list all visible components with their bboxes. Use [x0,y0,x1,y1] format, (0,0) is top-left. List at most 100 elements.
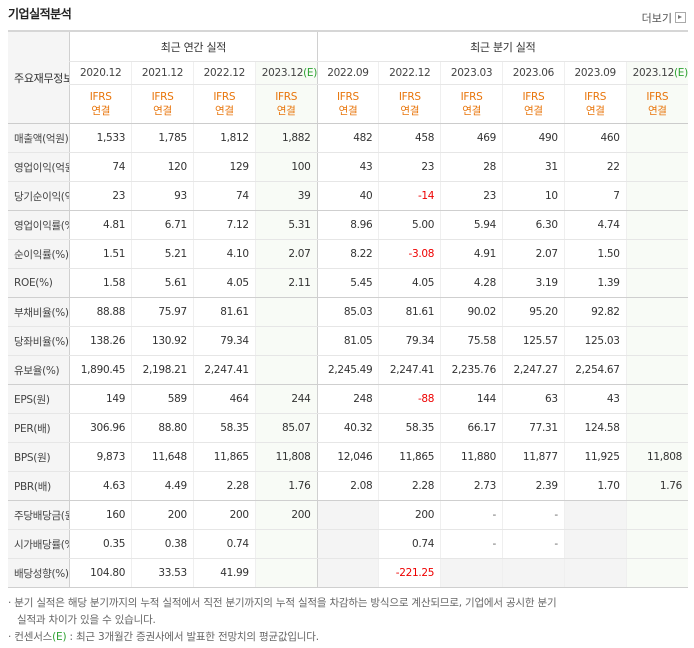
standard-header: IFRS 연결 [192,84,256,124]
cell: 95.20 [502,297,565,327]
group-header: 최근 분기 실적 [316,30,688,62]
cell: 5.21 [131,239,194,269]
cell: 2.07 [254,239,318,269]
table-row: 유보율(%) 1,890.45 2,198.21 2,247.41 2,245.49 2,… [8,355,688,385]
cell: 9,873 [69,442,132,472]
cell: 88.88 [69,297,132,327]
standard-header: IFRS 연결 [440,84,503,124]
corner-header: 주요재무정보 [8,30,70,124]
cell [316,558,379,588]
cell [563,558,627,588]
more-link[interactable]: 더보기 [642,10,686,26]
cell [625,181,688,211]
cell: 39 [254,181,318,211]
standard-name: IFRS [151,91,174,103]
cell: 10 [502,181,565,211]
cell: 2,198.21 [131,355,194,385]
cell: 490 [502,123,565,153]
standard-basis: 연결 [153,105,172,117]
cell [625,123,688,153]
standard-header: IFRS 연결 [625,84,688,124]
note: 컨센서스(E) : 최근 3개월간 증권사에서 발표한 전망치의 평균값입니다. [8,629,568,646]
cell: 5.00 [378,210,441,240]
standard-basis: 연결 [400,105,420,117]
table-row: PBR(배) 4.63 4.49 2.28 1.76 2.08 2.28 2.73 2.39 1.… [8,471,688,501]
standard-basis: 연결 [524,105,543,117]
standard-name: IFRS [337,91,359,103]
cell: 40.32 [316,413,379,443]
standard-basis: 연결 [91,105,111,117]
cell: 1,533 [69,123,132,153]
table-row: 당좌비율(%) 138.26 130.92 79.34 81.05 79.34 75.58 1… [8,326,688,356]
cell: 2,254.67 [563,355,627,385]
cell: 482 [316,123,379,153]
period-label: 2022.12 [203,67,246,79]
cell: 81.61 [378,297,441,327]
row-label: BPS(원) [8,442,70,472]
table-row: 영업이익률(%)4.816.717.125.318.965.005.946.30… [8,210,688,240]
period-label: 2023.12 [261,67,304,79]
row-label: EPS(원) [8,384,70,414]
more-label[interactable]: 더보기 [641,12,672,25]
cell: 6.71 [131,210,194,240]
standard-header: IFRS 연결 [69,84,132,124]
cell: 2.28 [378,471,441,501]
cell [625,239,688,269]
row-label: 영업이익률(%) [8,210,70,240]
cell: 11,865 [378,442,441,472]
cell [440,558,503,588]
group-header: 최근 연간 실적 [69,30,318,62]
table-row: 배당성향(%) 104.80 33.53 41.99 -221.25 [8,558,688,588]
standard-name: IFRS [398,91,421,103]
cell: 1.51 [69,239,132,269]
cell: 1.70 [563,471,627,501]
standard-name: IFRS [89,91,112,103]
cell: 75.58 [440,326,503,356]
cell: 458 [378,123,441,153]
cell: 11,877 [502,442,565,472]
cell [625,529,688,559]
cell: 23 [440,181,503,211]
cell: 23 [378,152,441,182]
cell [254,558,318,588]
row-label: 배당성향(%) [8,558,70,588]
cell: 120 [131,152,194,182]
note-text: : 최근 3개월간 증권사에서 발표한 전망치의 평균값입니다. [66,631,319,643]
row-label: PBR(배) [8,471,70,501]
cell [316,529,379,559]
cell: 77.31 [502,413,565,443]
cell: 469 [440,123,503,153]
standard-basis: 연결 [276,105,296,117]
cell: 85.07 [254,413,318,443]
cell: 3.19 [502,268,565,298]
cell: 4.49 [131,471,194,501]
cell: 92.82 [563,297,627,327]
standard-name: IFRS [522,91,545,103]
standard-basis: 연결 [214,105,234,117]
cell: 41.99 [192,558,256,588]
cell: 74 [69,152,132,182]
cell: 1.76 [625,471,688,501]
cell: 100 [254,152,318,182]
cell: 22 [563,152,627,182]
cell: 0.74 [378,529,441,559]
table-row: PER(배) 306.96 88.80 58.35 85.07 40.32 58.35 66.… [8,413,688,443]
period-label: 2023.03 [450,67,493,79]
period-label: 2022.09 [327,67,369,79]
cell: 2.08 [316,471,379,501]
cell [254,297,318,327]
cell: - [502,529,565,559]
standard-basis: 연결 [647,105,667,117]
cell: - [440,500,503,530]
cell: 200 [254,500,318,530]
cell [563,529,627,559]
period-header: 2023.12(E) [625,61,688,85]
cell: 93 [131,181,194,211]
cell: 11,925 [563,442,627,472]
cell: 4.05 [192,268,256,298]
cell: 8.96 [316,210,379,240]
cell: 0.74 [192,529,256,559]
more-icon[interactable] [675,12,686,23]
